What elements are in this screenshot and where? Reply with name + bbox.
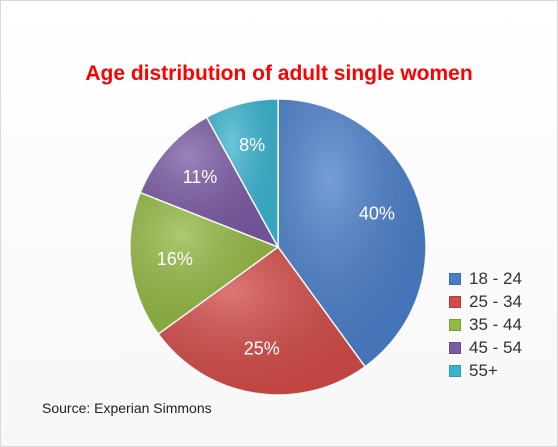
- slice-data-label: 8%: [239, 135, 265, 155]
- legend-label: 55+: [469, 360, 498, 380]
- pie-slice-shading: [206, 99, 278, 247]
- legend-item-25-34: 25 - 34: [449, 290, 522, 313]
- legend-label: 25 - 34: [469, 291, 522, 311]
- slice-data-label: 40%: [359, 204, 395, 224]
- slice-data-label: 11%: [183, 167, 218, 187]
- source-note: Source: Experian Simmons: [42, 400, 212, 416]
- pie-slice-shading: [140, 117, 278, 247]
- legend-swatch: [449, 341, 461, 354]
- legend-item-35-44: 35 - 44: [449, 313, 522, 336]
- legend-swatch: [449, 364, 461, 377]
- pie-slice-shading: [278, 99, 427, 367]
- legend-label: 45 - 54: [469, 337, 522, 357]
- pie-slice-shading: [130, 192, 278, 334]
- slice-data-label: 16%: [157, 249, 193, 269]
- chart-title: Age distribution of adult single women: [85, 62, 473, 85]
- legend-swatch: [449, 272, 461, 285]
- legend: 18 - 24 25 - 34 35 - 44 45 - 54 55+: [449, 267, 522, 382]
- legend-label: 18 - 24: [469, 268, 522, 288]
- slice-data-label: 25%: [244, 338, 280, 358]
- legend-item-55-plus: 55+: [449, 359, 522, 382]
- legend-item-45-54: 45 - 54: [449, 336, 522, 359]
- legend-item-18-24: 18 - 24: [449, 267, 522, 290]
- legend-swatch: [449, 295, 461, 308]
- pie-slice-shading: [158, 247, 365, 395]
- legend-label: 35 - 44: [469, 314, 522, 334]
- legend-swatch: [449, 318, 461, 331]
